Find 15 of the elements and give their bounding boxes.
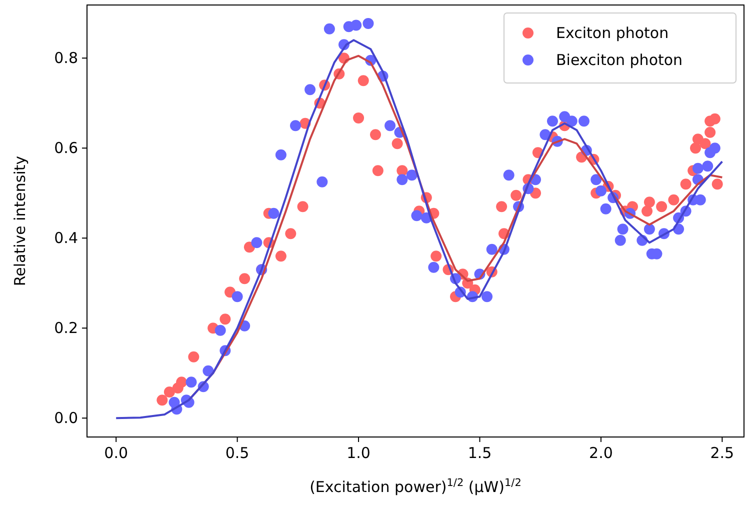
x-tick-label: 1.5 — [468, 444, 492, 462]
y-tick-label: 0.0 — [54, 409, 78, 428]
y-tick-label: 0.2 — [54, 319, 78, 338]
y-axis-title: Relative intensity — [11, 156, 29, 286]
y-tick-label: 0.8 — [54, 49, 78, 68]
legend-label: Biexciton photon — [556, 51, 683, 69]
y-tick-label: 0.4 — [54, 229, 78, 248]
x-tick-label: 2.5 — [710, 444, 734, 462]
x-tick-label: 0.0 — [104, 444, 128, 462]
x-tick-label: 0.5 — [225, 444, 250, 462]
x-axis-title: (Excitation power)$^{1/2}$ (μW)$^{1/2}$ — [310, 477, 522, 496]
y-tick-label: 0.6 — [54, 139, 78, 158]
legend-label: Exciton photon — [556, 24, 669, 42]
x-tick-label: 1.0 — [346, 444, 370, 462]
x-tick-label: 2.0 — [589, 444, 613, 462]
